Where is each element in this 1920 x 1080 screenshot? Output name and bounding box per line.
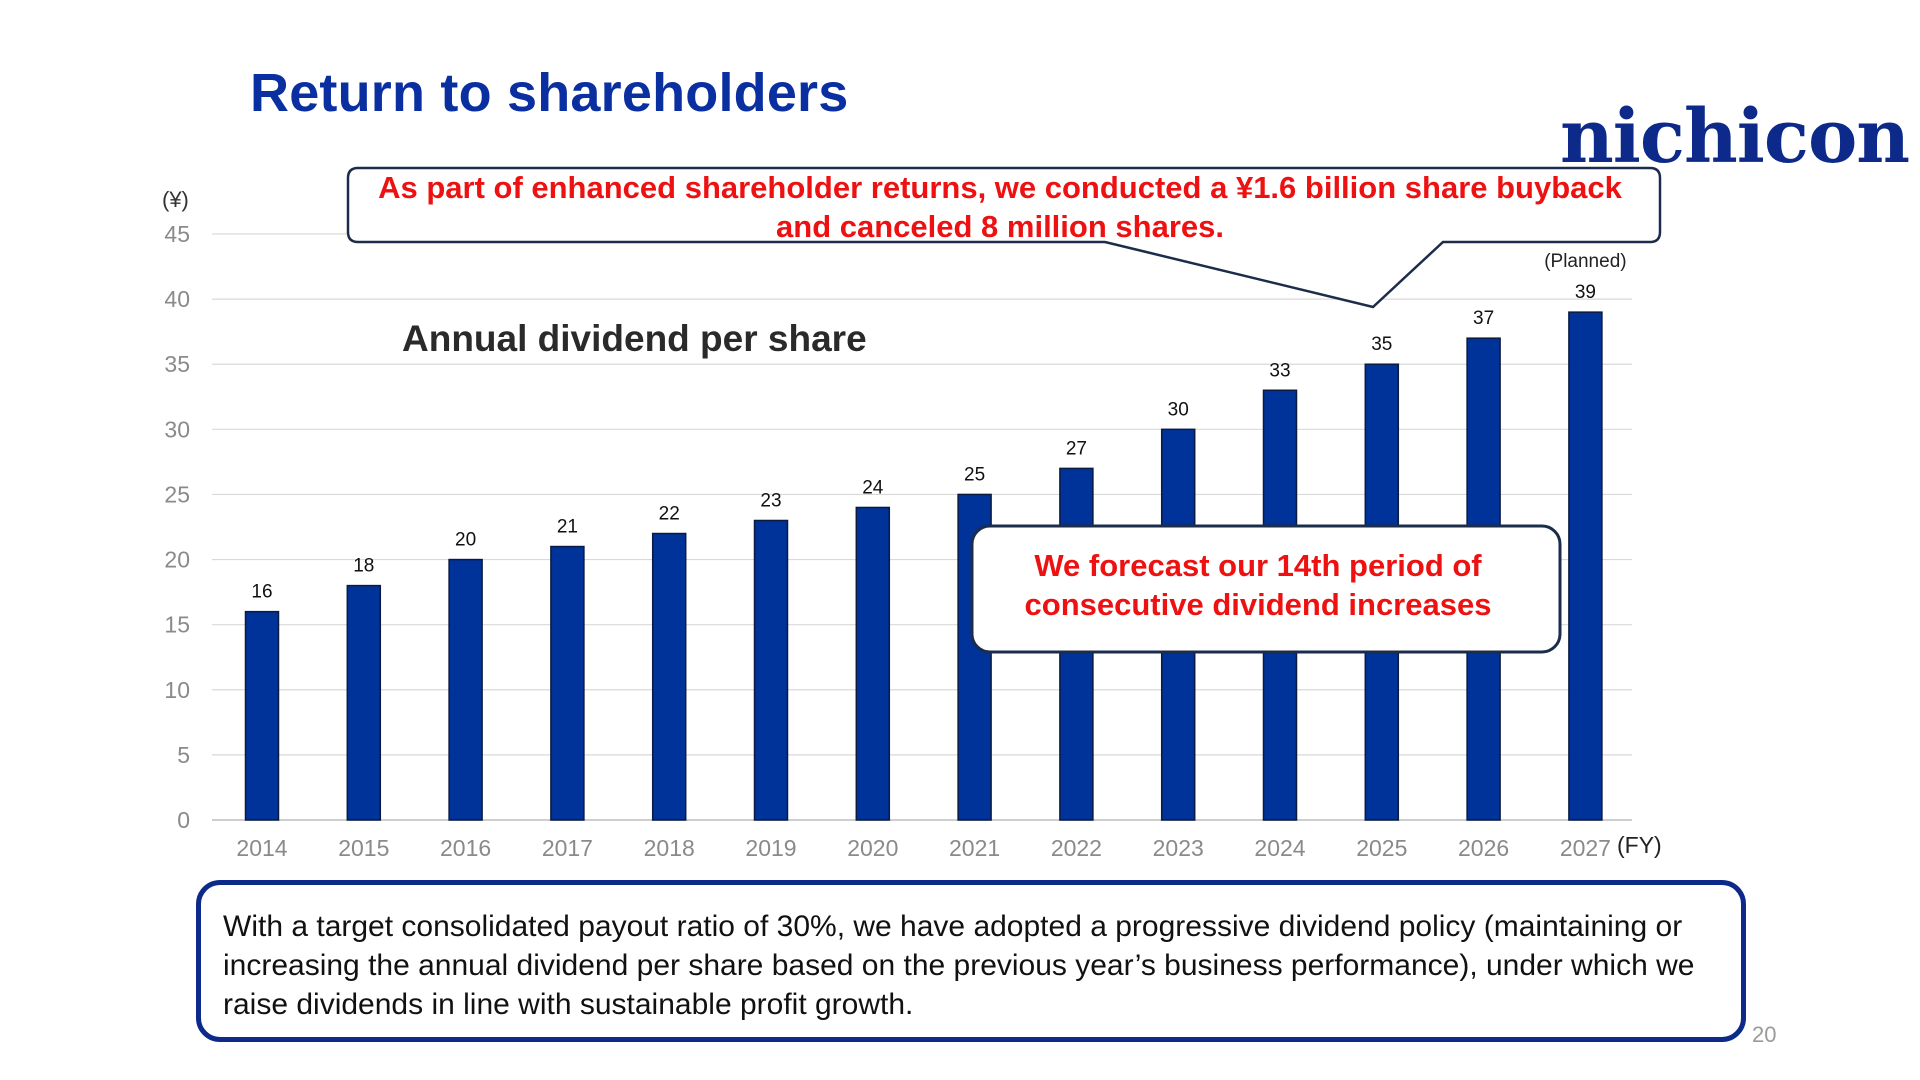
y-tick-label: 35 xyxy=(164,351,190,377)
data-label: 16 xyxy=(251,582,272,603)
data-label: 23 xyxy=(760,490,781,511)
bar-2020 xyxy=(855,506,891,821)
x-tick-label: 2016 xyxy=(440,835,491,861)
nichicon-logo: nichicon xyxy=(1560,94,1910,180)
x-tick-label: 2024 xyxy=(1254,835,1305,861)
data-label: 33 xyxy=(1269,360,1290,381)
bar-2027 xyxy=(1568,311,1603,821)
x-tick-label: 2027 xyxy=(1560,835,1611,861)
x-unit-label: (FY) xyxy=(1617,832,1662,858)
bar-2014 xyxy=(244,610,280,821)
data-label: 24 xyxy=(862,477,884,498)
data-label: 27 xyxy=(1066,438,1087,459)
planned-note: (Planned) xyxy=(1544,251,1626,272)
bar-2016 xyxy=(448,558,483,821)
x-tick-label: 2025 xyxy=(1356,835,1407,861)
bars xyxy=(244,311,1603,821)
y-tick-label: 15 xyxy=(164,612,190,638)
slide-title: Return to shareholders xyxy=(250,63,849,123)
x-tick-label: 2026 xyxy=(1458,835,1509,861)
page-number: 20 xyxy=(1752,1022,1777,1047)
callout-buyback-text: As part of enhanced shareholder returns,… xyxy=(378,170,1622,244)
x-axis-ticks: 2014 2015 2016 2017 2018 2019 2020 2021 2022 2023… xyxy=(236,835,1611,861)
y-tick-label: 40 xyxy=(164,286,190,312)
y-tick-label: 10 xyxy=(164,677,190,703)
data-label: 22 xyxy=(659,504,680,525)
bar-2015 xyxy=(346,584,382,821)
chart-title: Annual dividend per share xyxy=(396,318,873,360)
data-label: 20 xyxy=(455,530,476,551)
y-unit-label: (¥) xyxy=(162,187,189,212)
x-tick-label: 2020 xyxy=(847,835,898,861)
x-tick-label: 2019 xyxy=(745,835,796,861)
y-tick-label: 45 xyxy=(164,221,190,247)
callout-buyback-box xyxy=(346,166,1662,309)
y-tick-label: 25 xyxy=(164,481,190,507)
data-label: 35 xyxy=(1371,334,1392,355)
x-tick-label: 2017 xyxy=(542,835,593,861)
x-tick-label: 2021 xyxy=(949,835,1000,861)
x-tick-label: 2018 xyxy=(644,835,695,861)
bar-2017 xyxy=(550,545,585,821)
callout-forecast-box xyxy=(970,524,1562,654)
bar-2019 xyxy=(753,519,789,821)
y-tick-label: 30 xyxy=(164,416,190,442)
data-label: 30 xyxy=(1168,399,1189,420)
data-labels: 16 18 20 21 22 23 24 25 27 30 33 35 37 39 xyxy=(251,282,1596,603)
data-label: 18 xyxy=(353,556,374,577)
y-tick-label: 20 xyxy=(164,547,190,573)
x-tick-label: 2022 xyxy=(1051,835,1102,861)
dividend-policy-box: With a target consolidated payout ratio … xyxy=(196,880,1746,1042)
data-label: 25 xyxy=(964,464,985,485)
x-tick-label: 2015 xyxy=(338,835,389,861)
data-label: 21 xyxy=(557,517,578,538)
y-tick-label: 0 xyxy=(177,807,190,833)
y-axis-ticks: 0 5 10 15 20 25 30 35 40 45 xyxy=(164,221,190,833)
y-tick-label: 5 xyxy=(177,742,190,768)
dividend-policy-text: With a target consolidated payout ratio … xyxy=(223,910,1695,1021)
data-label: 37 xyxy=(1473,308,1494,329)
callout-forecast-text: We forecast our 14th period of consecuti… xyxy=(1024,548,1492,622)
bar-2018 xyxy=(651,532,687,821)
data-label: 39 xyxy=(1575,282,1596,303)
x-tick-label: 2014 xyxy=(236,835,287,861)
x-tick-label: 2023 xyxy=(1153,835,1204,861)
